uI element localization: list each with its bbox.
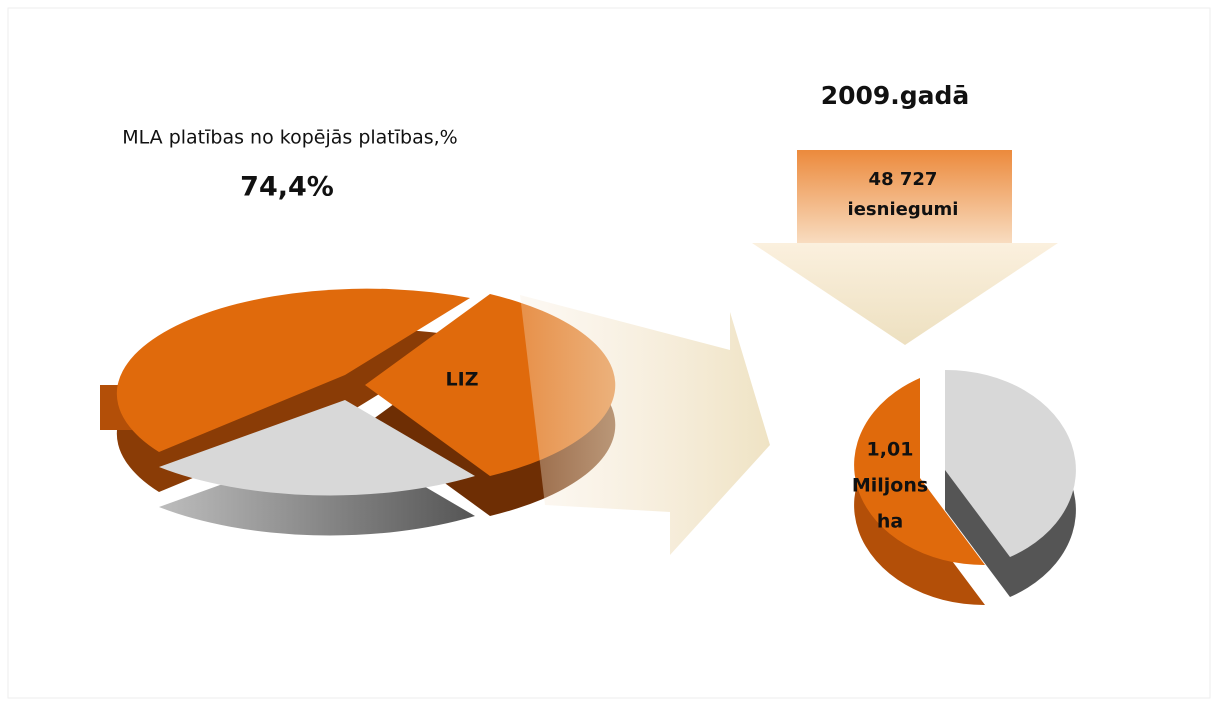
slice-label: LIZ [446, 369, 479, 391]
caption: MLA platības no kopējās platības,% [122, 127, 457, 149]
pie-text: 1,01 [867, 439, 914, 461]
down-arrow-head [752, 243, 1058, 345]
arrow-text: 48 727 [869, 169, 938, 190]
right-pie-slice [854, 378, 985, 566]
percent: 74,4% [240, 172, 334, 203]
left-pie-slice [159, 400, 475, 496]
pie-text: Miljons [852, 475, 928, 497]
right-pie-slice [945, 369, 1076, 557]
arrow-text: iesniegumi [848, 199, 959, 220]
down-arrow-body [797, 150, 1012, 243]
pie-text: ha [877, 511, 903, 533]
right-arrow [520, 295, 770, 555]
slide-frame [7, 7, 1211, 699]
year: 2009.gadā [821, 81, 970, 110]
left-pie-slice [116, 288, 470, 452]
